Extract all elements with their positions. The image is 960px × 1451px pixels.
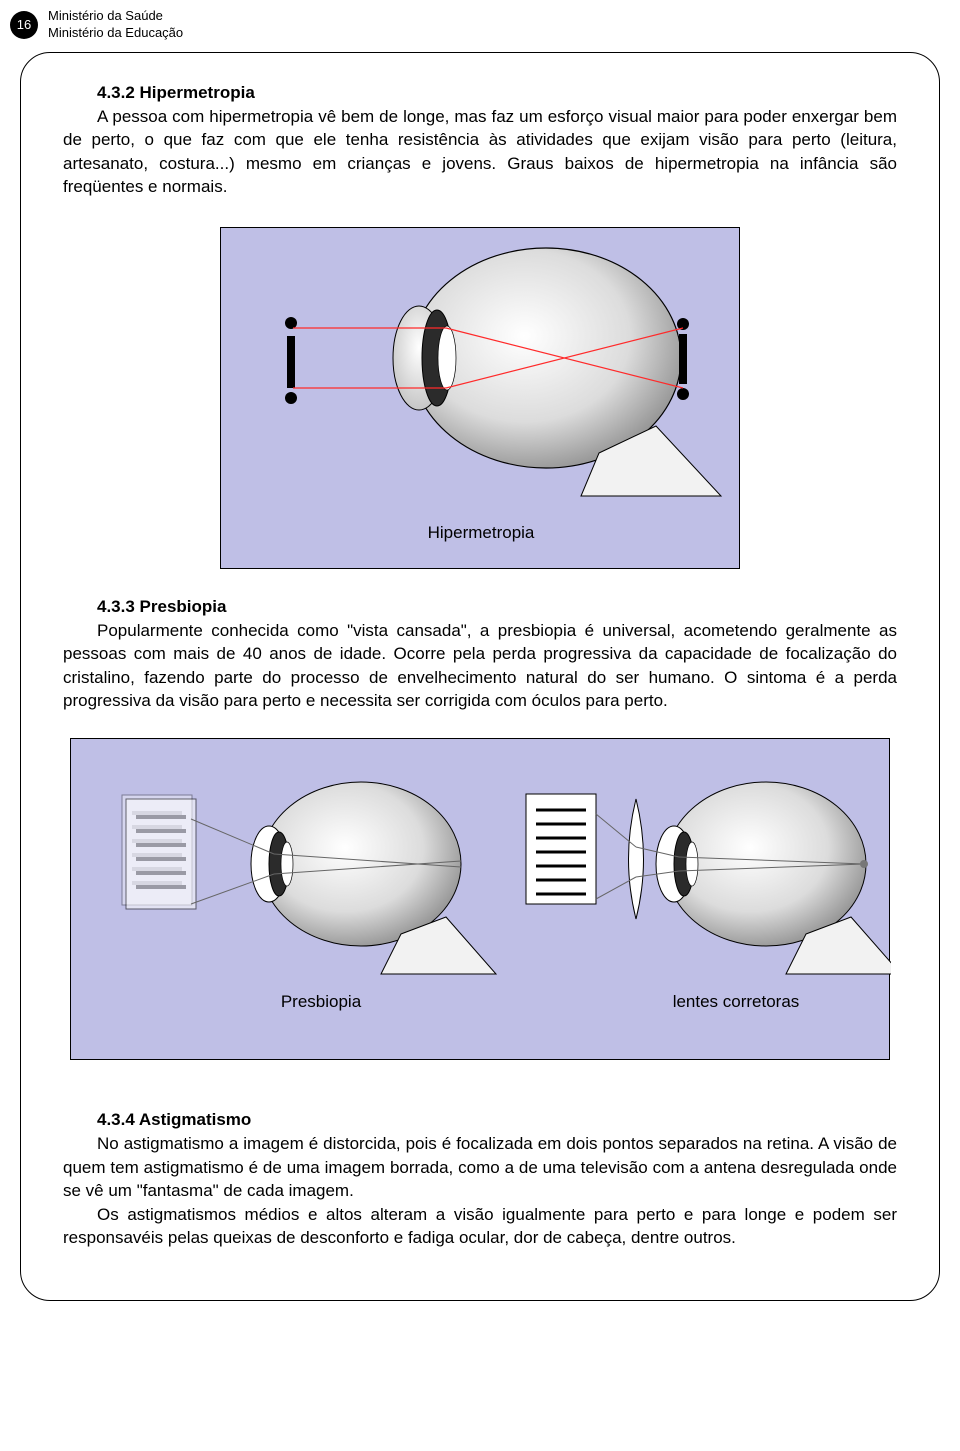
body-hipermetropia: A pessoa com hipermetropia vê bem de lon… (63, 105, 897, 199)
page-frame: 4.3.2 Hipermetropia A pessoa com hiperme… (20, 52, 940, 1301)
page-number: 16 (17, 17, 31, 32)
heading-hipermetropia: 4.3.2 Hipermetropia (63, 83, 897, 103)
section-hipermetropia: 4.3.2 Hipermetropia A pessoa com hiperme… (63, 83, 897, 569)
section-astigmatismo: 4.3.4 Astigmatismo No astigmatismo a ima… (63, 1110, 897, 1249)
ministries-block: Ministério da Saúde Ministério da Educaç… (48, 8, 183, 42)
body-astigmatismo-1: No astigmatismo a imagem é distorcida, p… (63, 1132, 897, 1202)
caption-hipermetropia: Hipermetropia (428, 523, 535, 542)
svg-hipermetropia: Hipermetropia (221, 228, 741, 568)
section-presbiopia: 4.3.3 Presbiopia Popularmente conhecida … (63, 597, 897, 1061)
heading-presbiopia: 4.3.3 Presbiopia (63, 597, 897, 617)
body-astigmatismo-2: Os astigmatismos médios e altos alteram … (63, 1203, 897, 1250)
svg-presbiopia: Presbiopia lentes corretoras (71, 739, 891, 1059)
ministry-line-1: Ministério da Saúde (48, 8, 183, 25)
diagram-presbiopia: Presbiopia lentes corretoras (70, 738, 890, 1060)
body-presbiopia: Popularmente conhecida como "vista cansa… (63, 619, 897, 713)
page-header: 16 Ministério da Saúde Ministério da Edu… (0, 0, 960, 48)
ministry-line-2: Ministério da Educação (48, 25, 183, 42)
caption-presbiopia-right: lentes corretoras (673, 992, 800, 1011)
heading-astigmatismo: 4.3.4 Astigmatismo (63, 1110, 897, 1130)
diagram-hipermetropia: Hipermetropia (220, 227, 740, 569)
caption-presbiopia-left: Presbiopia (281, 992, 362, 1011)
page-number-badge: 16 (10, 11, 38, 39)
